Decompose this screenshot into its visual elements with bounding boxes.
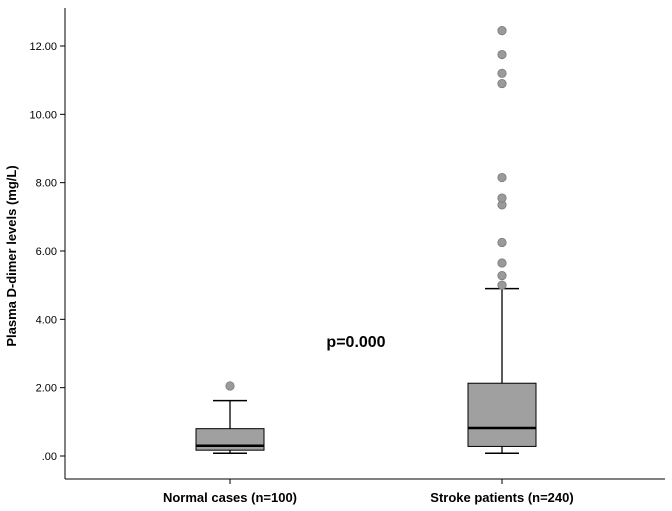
x-category-label: Stroke patients (n=240) <box>430 490 573 505</box>
y-tick-label: 8.00 <box>36 178 57 190</box>
outlier-point <box>497 49 507 60</box>
outlier-point <box>497 172 507 183</box>
outlier-point <box>497 26 507 36</box>
outlier-point <box>497 78 507 89</box>
y-tick-label: .00 <box>42 451 57 463</box>
x-category-label: Normal cases (n=100) <box>163 490 297 505</box>
y-tick-label: 10.00 <box>29 109 57 121</box>
outlier-point <box>497 270 507 281</box>
y-tick-label: 2.00 <box>36 383 57 395</box>
y-tick-label: 12.00 <box>29 41 57 53</box>
p-value-annotation: p=0.000 <box>326 334 385 351</box>
outlier-point <box>497 258 507 268</box>
outlier-point <box>225 381 235 391</box>
outlier-point <box>497 68 507 78</box>
y-tick-label: 4.00 <box>36 314 57 326</box>
y-axis-title: Plasma D-dimer levels (mg/L) <box>4 165 19 346</box>
outlier-point <box>497 237 507 248</box>
outlier-point <box>497 193 507 203</box>
outlier-point <box>497 280 507 290</box>
box-iqr <box>467 382 537 447</box>
y-tick-label: 6.00 <box>36 246 57 258</box>
